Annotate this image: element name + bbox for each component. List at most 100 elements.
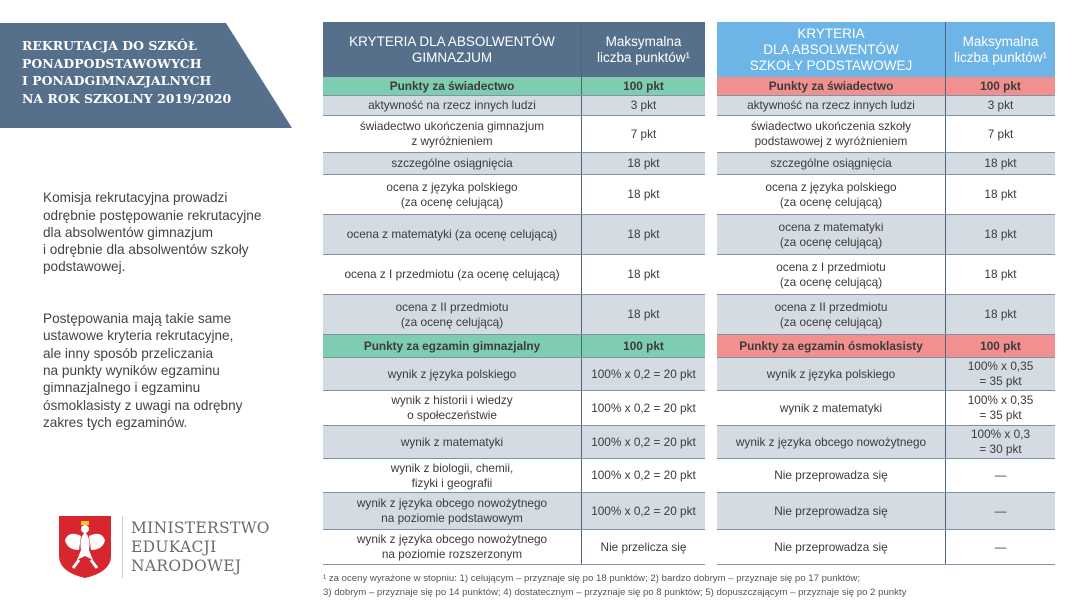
criterion-cell: szczególne osiągnięcia — [323, 153, 582, 174]
points-cell: 18 pkt — [984, 156, 1017, 170]
polish-eagle-emblem-icon — [59, 516, 111, 578]
table-row: świadectwo ukończenia gimnazjum z wyróżn… — [323, 116, 705, 153]
points-cell: 18 pkt — [627, 307, 660, 321]
table-row: szczególne osiągnięcia 18 pkt — [323, 153, 705, 175]
intro-text: Komisja rekrutacyjna prowadzi odrębnie p… — [43, 172, 293, 465]
criterion-cell: Punkty za świadectwo — [323, 77, 582, 95]
points-cell: 18 pkt — [984, 187, 1017, 201]
criterion-cell: ocena z matematyki (za ocenę celującą) — [323, 215, 582, 254]
points-cell: — — [994, 503, 1007, 518]
criterion-cell: świadectwo ukończenia szkoły podstawowej… — [717, 116, 946, 152]
criterion-cell: wynik z biologii, chemii, fizyki i geogr… — [323, 459, 582, 492]
criterion-cell: aktywność na rzecz innych ludzi — [323, 96, 582, 115]
points-cell: 7 pkt — [987, 126, 1014, 141]
intro-paragraph: Komisja rekrutacyjna prowadzi odrębnie p… — [43, 190, 262, 275]
table-row: ocena z matematyki (za ocenę celującą) 18… — [323, 215, 705, 255]
table-row: wynik z matematyki 100% x 0,35 = 35 pkt — [717, 391, 1055, 426]
points-cell: 100% x 0,2 = 20 pkt — [591, 503, 696, 518]
criterion-cell: wynik z języka obcego nowożytnego na poz… — [323, 493, 582, 529]
points-cell: Maksymalna liczba punktów¹ — [596, 33, 691, 65]
table-row: ocena z I przedmiotu (za ocenę celującą)… — [717, 255, 1055, 295]
criterion-cell: ocena z II przedmiotu (za ocenę celującą… — [323, 295, 582, 334]
criterion-cell: wynik z historii i wiedzy o społeczeństw… — [323, 391, 582, 425]
criterion-cell: aktywność na rzecz innych ludzi — [717, 96, 946, 115]
points-cell: 100% x 0,2 = 20 pkt — [591, 366, 696, 381]
points-cell: 100% x 0,35 = 35 pkt — [967, 359, 1034, 388]
criterion-cell: wynik z języka polskiego — [717, 358, 946, 390]
points-cell: 18 pkt — [627, 156, 660, 170]
table-row: wynik z historii i wiedzy o społeczeństw… — [323, 391, 705, 426]
points-cell: 100% x 0,2 = 20 pkt — [591, 400, 696, 415]
table-row: Nie przeprowadza się — — [717, 459, 1055, 493]
points-cell: 100 pkt — [980, 78, 1021, 93]
criterion-cell: Nie przeprowadza się — [717, 493, 946, 529]
table-row: ocena z matematyki (za ocenę celującą) 18… — [717, 215, 1055, 255]
criterion-cell: wynik z języka obcego nowożytnego — [717, 426, 946, 458]
section-row: Punkty za egzamin ósmoklasisty 100 pkt — [717, 335, 1055, 358]
criterion-cell: ocena z języka polskiego (za ocenę celuj… — [323, 175, 582, 214]
points-cell: 18 pkt — [984, 267, 1017, 281]
ministry-name: MINISTERSTWO EDUKACJI NARODOWEJ — [131, 518, 270, 575]
table-row: Nie przeprowadza się — — [717, 493, 1055, 530]
table-row: wynik z biologii, chemii, fizyki i geogr… — [323, 459, 705, 493]
section-row: Punkty za egzamin gimnazjalny 100 pkt — [323, 335, 705, 358]
table-gimnazjum: KRYTERIA DLA ABSOLWENTÓW GIMNAZJUM Maksym… — [323, 22, 705, 565]
table-row: ocena z II przedmiotu (za ocenę celującą… — [717, 295, 1055, 335]
criterion-cell: Punkty za egzamin ósmoklasisty — [717, 335, 946, 357]
table-row: wynik z matematyki 100% x 0,2 = 20 pkt — [323, 426, 705, 459]
table-row: wynik z języka obcego nowożytnego 100% x … — [717, 426, 1055, 459]
points-cell: 7 pkt — [630, 126, 657, 141]
points-cell: 18 pkt — [627, 227, 660, 241]
table-row: ocena z II przedmiotu (za ocenę celującą… — [323, 295, 705, 335]
page-title: REKRUTACJA DO SZKÓŁ PONADPODSTAWOWYCH I … — [22, 38, 232, 106]
points-cell: — — [994, 539, 1007, 554]
criterion-cell: Nie przeprowadza się — [717, 530, 946, 564]
points-cell: 100% x 0,3 = 30 pkt — [970, 427, 1031, 456]
table-row: aktywność na rzecz innych ludzi 3 pkt — [323, 96, 705, 116]
criterion-cell: szczególne osiągnięcia — [717, 153, 946, 174]
points-cell: 100 pkt — [980, 338, 1021, 353]
section-row: Punkty za świadectwo 100 pkt — [717, 77, 1055, 96]
footnote: ¹ za oceny wyrażone w stopniu: 1) celują… — [323, 573, 907, 598]
criterion-cell: KRYTERIA DLA ABSOLWENTÓW GIMNAZJUM — [323, 22, 582, 77]
table-row: świadectwo ukończenia szkoły podstawowej… — [717, 116, 1055, 153]
table-row: ocena z języka polskiego (za ocenę celuj… — [323, 175, 705, 215]
criterion-cell: Punkty za egzamin gimnazjalny — [323, 335, 582, 357]
points-cell: 3 pkt — [630, 98, 657, 112]
points-cell: 100% x 0,2 = 20 pkt — [591, 468, 696, 482]
points-cell: Maksymalna liczba punktów¹ — [953, 33, 1048, 65]
criterion-cell: wynik z matematyki — [717, 391, 946, 425]
points-cell: 100% x 0,2 = 20 pkt — [591, 434, 696, 449]
criterion-cell: Punkty za świadectwo — [717, 77, 946, 95]
criterion-cell: świadectwo ukończenia gimnazjum z wyróżn… — [323, 116, 582, 152]
points-cell: Nie przelicza się — [600, 539, 687, 554]
table-row: wynik z języka polskiego 100% x 0,2 = 20 … — [323, 358, 705, 391]
criterion-cell: ocena z języka polskiego (za ocenę celuj… — [717, 175, 946, 214]
criterion-cell: Nie przeprowadza się — [717, 459, 946, 492]
table-row: ocena z języka polskiego (za ocenę celuj… — [717, 175, 1055, 215]
table-header: KRYTERIA DLA ABSOLWENTÓW GIMNAZJUM Maksym… — [323, 22, 705, 77]
points-cell: 18 pkt — [627, 187, 660, 201]
table-row: wynik z języka obcego nowożytnego na poz… — [323, 493, 705, 530]
table-header: KRYTERIA DLA ABSOLWENTÓW SZKOŁY PODSTAWO… — [717, 22, 1055, 77]
table-szkola-podstawowa: KRYTERIA DLA ABSOLWENTÓW SZKOŁY PODSTAWO… — [717, 22, 1055, 565]
ministry-logo: MINISTERSTWO EDUKACJI NARODOWEJ — [59, 516, 270, 578]
table-row: wynik z języka polskiego 100% x 0,35 = 35… — [717, 358, 1055, 391]
points-cell: 100 pkt — [623, 78, 664, 93]
criterion-cell: wynik z języka polskiego — [323, 358, 582, 390]
logo-divider — [122, 516, 123, 578]
table-row: szczególne osiągnięcia 18 pkt — [717, 153, 1055, 175]
criterion-cell: ocena z II przedmiotu (za ocenę celującą… — [717, 295, 946, 334]
criterion-cell: wynik z matematyki — [323, 426, 582, 458]
section-row: Punkty za świadectwo 100 pkt — [323, 77, 705, 96]
points-cell: 3 pkt — [987, 98, 1014, 112]
points-cell: 100% x 0,35 = 35 pkt — [967, 393, 1034, 422]
points-cell: 18 pkt — [984, 227, 1017, 241]
intro-paragraph: Postępowania mają takie same ustawowe kr… — [43, 311, 243, 430]
points-cell: 100 pkt — [623, 338, 664, 353]
points-cell: 18 pkt — [984, 307, 1017, 321]
points-cell: — — [994, 468, 1007, 482]
criterion-cell: ocena z I przedmiotu (za ocenę celującą) — [717, 255, 946, 294]
points-cell: 18 pkt — [627, 267, 660, 281]
table-row: wynik z języka obcego nowożytnego na poz… — [323, 530, 705, 565]
